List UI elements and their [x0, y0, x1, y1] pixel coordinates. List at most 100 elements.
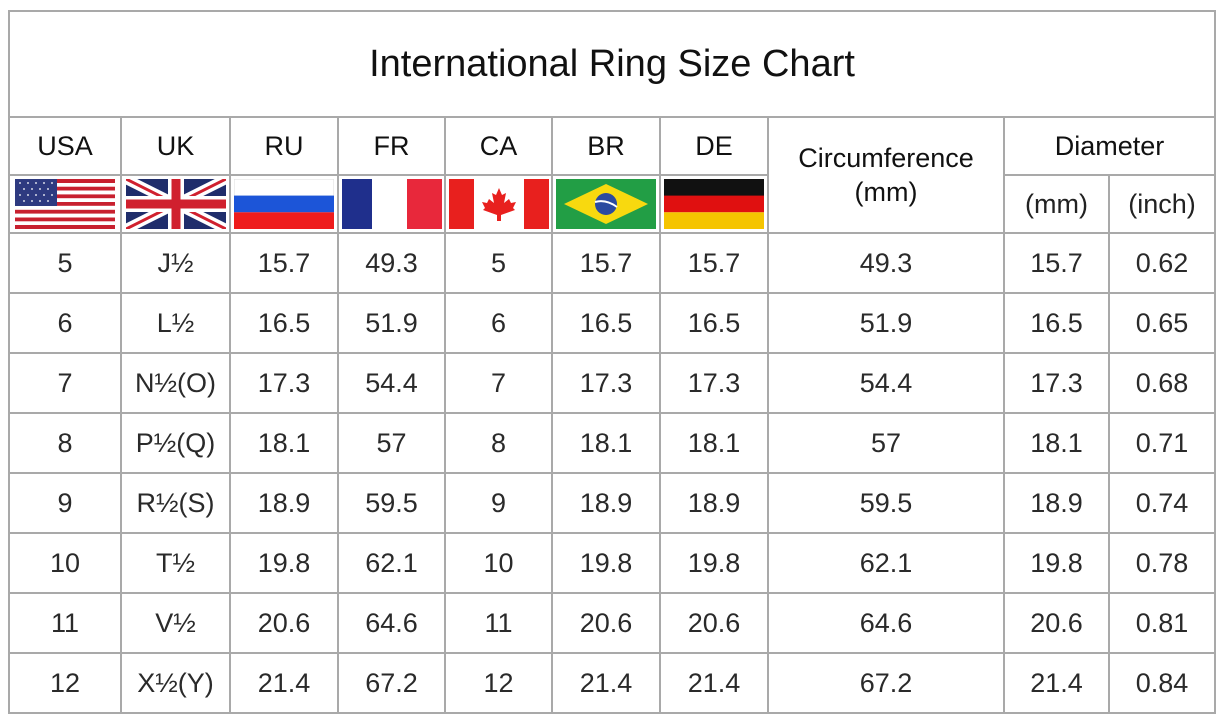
table-row: 12 X½(Y) 21.4 67.2 12 21.4 21.4 67.2 21.4 0.84	[8, 652, 1217, 714]
cell-br: 15.7	[551, 232, 661, 294]
cell-ca: 6	[444, 292, 553, 354]
cell-ru: 17.3	[229, 352, 339, 414]
table-row: 9 R½(S) 18.9 59.5 9 18.9 18.9 59.5 18.9 0.74	[8, 472, 1217, 534]
table-row: 7 N½(O) 17.3 54.4 7 17.3 17.3 54.4 17.3 0.68	[8, 352, 1217, 414]
cell-de: 16.5	[659, 292, 769, 354]
cell-ca: 5	[444, 232, 553, 294]
cell-diameter-mm: 16.5	[1003, 292, 1110, 354]
cell-ru: 19.8	[229, 532, 339, 594]
cell-diameter-inch: 0.71	[1107, 412, 1217, 474]
cell-circumference-mm: 57	[767, 412, 1005, 474]
cell-de: 19.8	[659, 532, 769, 594]
cell-fr: 49.3	[337, 232, 446, 294]
cell-de: 18.1	[659, 412, 769, 474]
header-ca: CA	[444, 116, 553, 176]
cell-de: 20.6	[659, 592, 769, 654]
cell-uk: X½(Y)	[120, 652, 231, 714]
cell-uk: V½	[120, 592, 231, 654]
cell-fr: 59.5	[337, 472, 446, 534]
header-usa: USA	[8, 116, 122, 176]
cell-circumference-mm: 51.9	[767, 292, 1005, 354]
cell-br: 16.5	[551, 292, 661, 354]
cell-circumference-mm: 64.6	[767, 592, 1005, 654]
table-row: 10 T½ 19.8 62.1 10 19.8 19.8 62.1 19.8 0.78	[8, 532, 1217, 594]
table-row: 5 J½ 15.7 49.3 5 15.7 15.7 49.3 15.7 0.62	[8, 232, 1217, 294]
cell-diameter-inch: 0.65	[1107, 292, 1217, 354]
cell-uk: P½(Q)	[120, 412, 231, 474]
cell-usa: 12	[8, 652, 122, 714]
cell-diameter-inch: 0.84	[1107, 652, 1217, 714]
cell-diameter-inch: 0.74	[1107, 472, 1217, 534]
header-diameter: Diameter	[1002, 116, 1217, 176]
table-row: 6 L½ 16.5 51.9 6 16.5 16.5 51.9 16.5 0.65	[8, 292, 1217, 354]
cell-diameter-inch: 0.81	[1107, 592, 1217, 654]
cell-ca: 8	[444, 412, 553, 474]
cell-ca: 9	[444, 472, 553, 534]
cell-usa: 11	[8, 592, 122, 654]
cell-uk: N½(O)	[120, 352, 231, 414]
cell-fr: 54.4	[337, 352, 446, 414]
cell-diameter-mm: 19.8	[1003, 532, 1110, 594]
header-fr: FR	[337, 116, 446, 176]
cell-usa: 8	[8, 412, 122, 474]
cell-diameter-mm: 21.4	[1003, 652, 1110, 714]
cell-usa: 7	[8, 352, 122, 414]
cell-ca: 12	[444, 652, 553, 714]
header-circumference: Circumference (mm)	[767, 116, 1005, 234]
cell-circumference-mm: 62.1	[767, 532, 1005, 594]
cell-br: 19.8	[551, 532, 661, 594]
cell-de: 21.4	[659, 652, 769, 714]
cell-diameter-mm: 17.3	[1003, 352, 1110, 414]
cell-diameter-mm: 18.1	[1003, 412, 1110, 474]
header-ru: RU	[229, 116, 339, 176]
cell-uk: J½	[120, 232, 231, 294]
us-flag-icon	[8, 174, 122, 234]
cell-fr: 57	[337, 412, 446, 474]
cell-circumference-mm: 67.2	[767, 652, 1005, 714]
cell-diameter-inch: 0.78	[1107, 532, 1217, 594]
cell-br: 20.6	[551, 592, 661, 654]
cell-fr: 64.6	[337, 592, 446, 654]
cell-circumference-mm: 49.3	[767, 232, 1005, 294]
circumference-unit: (mm)	[854, 177, 918, 207]
cell-de: 17.3	[659, 352, 769, 414]
cell-ru: 20.6	[229, 592, 339, 654]
table-row: 11 V½ 20.6 64.6 11 20.6 20.6 64.6 20.6 0.81	[8, 592, 1217, 654]
header-uk: UK	[120, 116, 231, 176]
cell-ru: 18.9	[229, 472, 339, 534]
header-br: BR	[551, 116, 661, 176]
cell-br: 17.3	[551, 352, 661, 414]
cell-fr: 62.1	[337, 532, 446, 594]
cell-ca: 7	[444, 352, 553, 414]
brazil-flag-icon	[551, 174, 661, 234]
cell-uk: L½	[120, 292, 231, 354]
cell-diameter-inch: 0.62	[1107, 232, 1217, 294]
circumference-label: Circumference	[798, 143, 974, 173]
cell-br: 18.9	[551, 472, 661, 534]
cell-ru: 15.7	[229, 232, 339, 294]
cell-diameter-mm: 18.9	[1003, 472, 1110, 534]
cell-fr: 51.9	[337, 292, 446, 354]
canada-flag-icon	[444, 174, 553, 234]
table-body: 5 J½ 15.7 49.3 5 15.7 15.7 49.3 15.7 0.62 6 L½ 16.5 5…	[8, 232, 1217, 714]
cell-diameter-inch: 0.68	[1107, 352, 1217, 414]
cell-br: 18.1	[551, 412, 661, 474]
france-flag-icon	[337, 174, 446, 234]
cell-ru: 16.5	[229, 292, 339, 354]
cell-usa: 9	[8, 472, 122, 534]
cell-br: 21.4	[551, 652, 661, 714]
cell-ru: 21.4	[229, 652, 339, 714]
ring-size-table: International Ring Size Chart USA UK RU …	[7, 10, 1217, 714]
cell-usa: 5	[8, 232, 122, 294]
cell-usa: 10	[8, 532, 122, 594]
cell-usa: 6	[8, 292, 122, 354]
cell-uk: T½	[120, 532, 231, 594]
cell-uk: R½(S)	[120, 472, 231, 534]
cell-diameter-mm: 20.6	[1003, 592, 1110, 654]
chart-title: International Ring Size Chart	[7, 10, 1217, 118]
header-diameter-inch: (inch)	[1107, 174, 1217, 234]
header-diameter-mm: (mm)	[1003, 174, 1110, 234]
cell-ru: 18.1	[229, 412, 339, 474]
cell-de: 18.9	[659, 472, 769, 534]
cell-fr: 67.2	[337, 652, 446, 714]
